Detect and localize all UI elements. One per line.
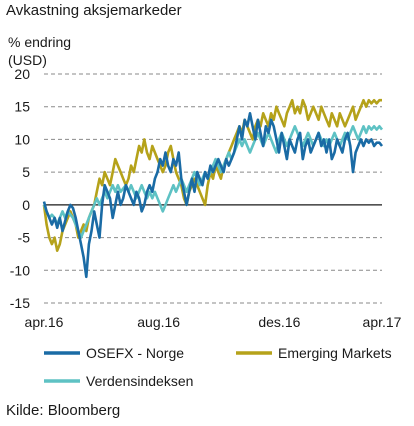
x-tick-label: des.16 <box>258 314 300 330</box>
y-tick-label: -5 <box>18 230 31 246</box>
x-axis-ticks: apr.16 aug.16 des.16 apr.17 <box>25 314 402 330</box>
y-tick-label: 10 <box>14 131 30 147</box>
series-lines <box>42 98 384 279</box>
legend-label: Emerging Markets <box>278 345 392 361</box>
y-tick-label: 15 <box>14 99 30 115</box>
y-axis-unit: % endring (USD) <box>8 33 71 69</box>
y-axis-unit-line2: (USD) <box>8 52 47 68</box>
chart-title: Avkastning aksjemarkeder <box>6 2 182 19</box>
series-line-osefx-norge <box>42 112 384 279</box>
y-tick-label: 5 <box>22 164 30 180</box>
legend-label: OSEFX - Norge <box>86 345 184 361</box>
y-tick-label: -15 <box>10 295 30 311</box>
y-axis-unit-line1: % endring <box>8 34 72 50</box>
legend: OSEFX - Norge Emerging Markets Verdensinde… <box>44 345 392 389</box>
x-tick-label: aug.16 <box>137 314 180 330</box>
source-note: Kilde: Bloomberg <box>6 402 121 419</box>
x-tick-label: apr.16 <box>25 314 64 330</box>
x-tick-label: apr.17 <box>363 314 402 330</box>
series-line-verdensindeksen <box>42 125 384 239</box>
y-axis-ticks: 20 15 10 5 0 -5 -10 -15 <box>10 66 30 311</box>
y-tick-label: 0 <box>22 197 30 213</box>
grid-lines <box>44 73 382 304</box>
series-line-emerging-markets <box>42 98 382 252</box>
legend-label: Verdensindeksen <box>86 373 193 389</box>
y-tick-label: 20 <box>14 66 30 82</box>
y-tick-label: -10 <box>10 262 30 278</box>
